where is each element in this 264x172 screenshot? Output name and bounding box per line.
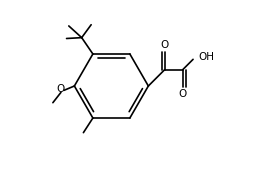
Text: OH: OH <box>198 52 214 62</box>
Text: O: O <box>56 84 64 94</box>
Text: O: O <box>161 40 169 50</box>
Text: O: O <box>179 89 187 99</box>
